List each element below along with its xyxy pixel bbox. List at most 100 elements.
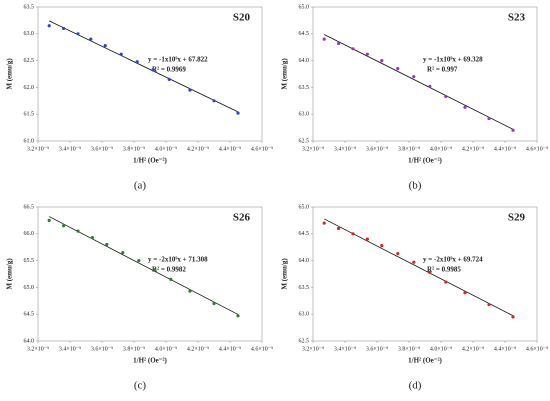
x-tick-label: 4.2×10⁻⁹ xyxy=(462,346,484,352)
data-point xyxy=(322,37,326,41)
data-point xyxy=(47,24,51,28)
x-tick-label: 4.6×10⁻⁹ xyxy=(251,146,273,152)
x-tick-label: 4.2×10⁻⁹ xyxy=(462,146,484,152)
plot-area xyxy=(312,206,538,342)
data-point xyxy=(169,277,173,281)
data-point xyxy=(396,252,400,256)
x-tick-label: 3.2×10⁻⁹ xyxy=(302,346,324,352)
x-tick-label: 4.2×10⁻⁹ xyxy=(187,146,209,152)
r-squared: R² = 0.997 xyxy=(427,66,458,74)
data-point xyxy=(167,77,171,81)
panel: 61.0 61.5 62.0 62.5 63.0 63.5 3.2×10⁻⁹ 3.4×10⁻⁹… xyxy=(6,4,273,191)
data-point xyxy=(365,237,369,241)
data-point xyxy=(188,88,192,92)
y-tick-label: 65.0 xyxy=(299,4,310,10)
data-point xyxy=(103,43,107,48)
y-tick-label: 61.5 xyxy=(24,112,35,118)
r-squared: R² = 0.9969 xyxy=(152,66,186,74)
x-tick-label: 3.2×10⁻⁹ xyxy=(27,146,49,152)
data-point xyxy=(119,52,123,56)
equation: y = -1x10⁹x + 67.822 xyxy=(148,56,208,64)
x-tick-label: 3.6×10⁻⁹ xyxy=(366,146,388,152)
data-point xyxy=(90,235,94,240)
x-axis-label: 1/H² (Oe⁻²) xyxy=(408,157,442,165)
y-tick-label: 62.5 xyxy=(299,138,310,144)
data-point xyxy=(380,59,384,63)
x-tick-label: 3.8×10⁻⁹ xyxy=(398,346,420,352)
data-point xyxy=(396,67,400,71)
y-tick-label: 62.5 xyxy=(24,58,35,64)
data-point xyxy=(412,260,416,264)
y-tick-label: 63.0 xyxy=(24,31,35,37)
y-axis-label: M (emu/g) xyxy=(281,58,289,90)
y-tick-label: 66.0 xyxy=(24,231,35,237)
trend-line xyxy=(324,218,514,317)
y-tick-label: 66.5 xyxy=(24,204,35,210)
data-point xyxy=(322,221,326,225)
equation: y = -2x10⁹x + 69.724 xyxy=(423,256,483,264)
panel: 62.5 63.0 63.5 64.0 64.5 65.0 3.2×10⁻⁹ 3.4×10⁻⁹… xyxy=(281,204,548,391)
data-point xyxy=(76,229,80,233)
x-tick-label: 4.0×10⁻⁹ xyxy=(155,146,177,152)
x-tick-label: 4.6×10⁻⁹ xyxy=(526,146,548,152)
data-point xyxy=(137,259,141,263)
data-point xyxy=(47,218,51,222)
x-tick-label: 3.2×10⁻⁹ xyxy=(27,346,49,352)
data-point xyxy=(351,47,355,51)
y-tick-label: 64.0 xyxy=(299,58,310,64)
data-point xyxy=(487,116,491,121)
x-tick-label: 4.4×10⁻⁹ xyxy=(494,346,516,352)
data-point xyxy=(151,68,155,72)
x-tick-label: 3.4×10⁻⁹ xyxy=(334,346,356,352)
x-tick-label: 3.4×10⁻⁹ xyxy=(59,146,81,152)
plot-area xyxy=(312,6,538,142)
y-tick-label: 64.0 xyxy=(24,338,35,344)
data-point xyxy=(351,232,355,236)
panel-label: (c) xyxy=(134,380,147,392)
x-tick-label: 4.4×10⁻⁹ xyxy=(219,146,241,152)
y-tick-label: 63.5 xyxy=(299,85,310,91)
x-tick-label: 3.6×10⁻⁹ xyxy=(366,346,388,352)
y-axis-label: M (emu/g) xyxy=(6,258,14,290)
x-tick-label: 3.6×10⁻⁹ xyxy=(91,346,113,352)
x-tick-label: 3.6×10⁻⁹ xyxy=(91,146,113,152)
x-tick-label: 3.8×10⁻⁹ xyxy=(123,146,145,152)
x-tick-label: 4.6×10⁻⁹ xyxy=(526,346,548,352)
x-tick-label: 3.4×10⁻⁹ xyxy=(334,146,356,152)
chart-title: S29 xyxy=(508,212,526,224)
r-squared: R² = 0.9985 xyxy=(427,266,461,274)
y-tick-label: 63.0 xyxy=(299,312,310,318)
x-tick-label: 3.8×10⁻⁹ xyxy=(398,146,420,152)
data-point xyxy=(412,75,416,79)
data-point xyxy=(236,314,240,318)
data-point xyxy=(380,243,384,248)
y-tick-label: 63.0 xyxy=(299,112,310,118)
x-tick-label: 4.0×10⁻⁹ xyxy=(155,346,177,352)
panel-label: (d) xyxy=(409,380,422,392)
trend-line xyxy=(324,34,514,130)
y-tick-label: 64.5 xyxy=(299,231,310,237)
x-tick-label: 4.4×10⁻⁹ xyxy=(219,346,241,352)
data-point xyxy=(153,268,157,272)
x-tick-label: 4.0×10⁻⁹ xyxy=(430,146,452,152)
chart-title: S26 xyxy=(233,212,251,224)
equation: y = -2x10⁹x + 71.308 xyxy=(148,256,208,264)
panel-label: (a) xyxy=(134,180,147,192)
x-axis-label: 1/H² (Oe⁻²) xyxy=(133,357,167,365)
data-point xyxy=(236,111,240,115)
x-tick-label: 4.4×10⁻⁹ xyxy=(494,146,516,152)
data-point xyxy=(89,37,93,41)
data-point xyxy=(337,41,341,46)
y-tick-label: 61.0 xyxy=(24,138,35,144)
y-tick-label: 65.5 xyxy=(24,258,35,264)
y-tick-label: 63.5 xyxy=(299,285,310,291)
trend-line xyxy=(49,20,239,113)
data-point xyxy=(487,302,491,307)
chart-title: S20 xyxy=(233,12,251,24)
data-point xyxy=(62,26,66,31)
r-squared: R² = 0.9982 xyxy=(152,266,186,274)
data-point xyxy=(212,99,216,103)
data-point xyxy=(463,291,467,295)
data-point xyxy=(76,32,80,36)
